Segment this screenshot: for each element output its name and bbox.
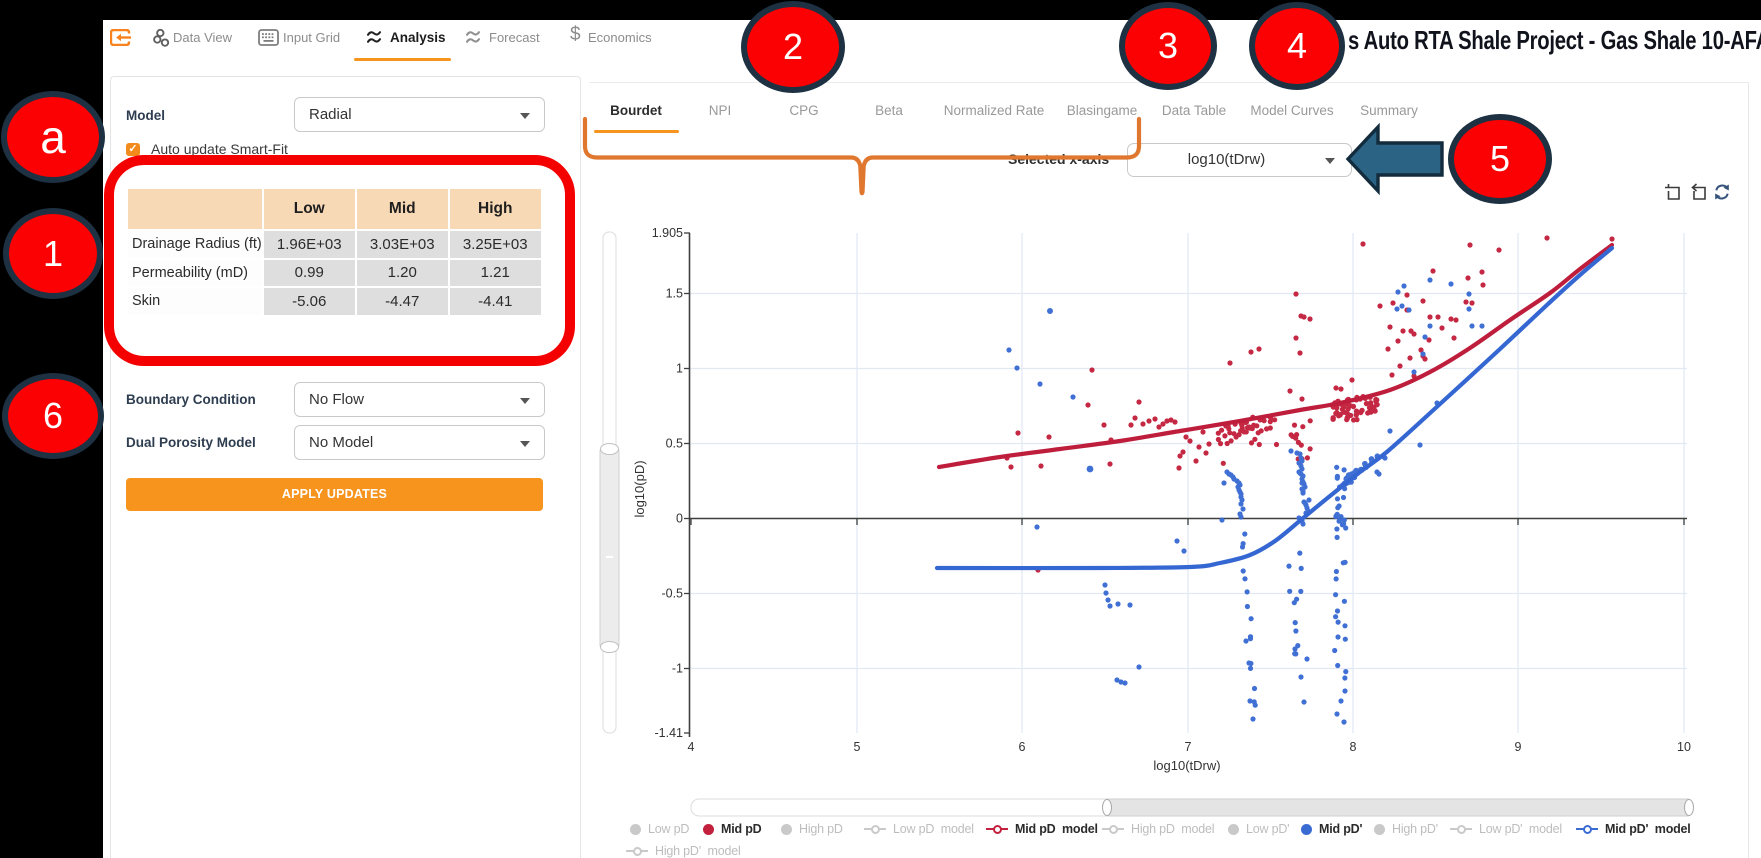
- svg-text:1: 1: [676, 362, 683, 376]
- svg-text:0.5: 0.5: [666, 437, 683, 451]
- svg-text:7: 7: [1185, 740, 1192, 754]
- svg-text:log10(pD): log10(pD): [632, 460, 647, 517]
- svg-text:5: 5: [854, 740, 861, 754]
- svg-text:log10(tDrw): log10(tDrw): [1153, 758, 1220, 773]
- svg-text:6: 6: [1019, 740, 1026, 754]
- svg-text:1.5: 1.5: [666, 287, 683, 301]
- svg-text:4: 4: [688, 740, 695, 754]
- svg-text:10: 10: [1677, 740, 1691, 754]
- svg-text:9: 9: [1515, 740, 1522, 754]
- svg-text:8: 8: [1350, 740, 1357, 754]
- svg-text:1.905: 1.905: [652, 226, 683, 240]
- svg-text:-1.41: -1.41: [655, 726, 684, 740]
- svg-text:0: 0: [676, 512, 683, 526]
- svg-text:-1: -1: [672, 662, 683, 676]
- svg-text:-0.5: -0.5: [661, 587, 683, 601]
